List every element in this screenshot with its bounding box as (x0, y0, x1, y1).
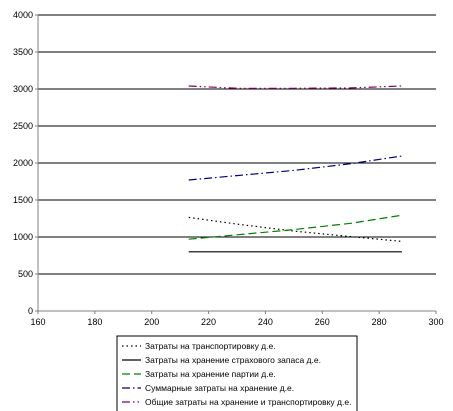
y-tick-label: 3500 (13, 47, 33, 57)
y-tick-label: 500 (18, 269, 33, 279)
x-tick-label: 280 (372, 317, 387, 327)
y-tick-label: 2000 (13, 158, 33, 168)
series-line-5 (188, 85, 402, 89)
x-tick-label: 200 (144, 317, 159, 327)
y-tick-label: 0 (28, 306, 33, 316)
y-tick-label: 2500 (13, 121, 33, 131)
legend-label-5: Общие затраты на хранение и транспортиро… (145, 397, 351, 407)
series-lines (188, 85, 402, 253)
y-tick-label: 1500 (13, 195, 33, 205)
x-tick-label: 180 (87, 317, 102, 327)
legend-box (116, 335, 358, 411)
y-tick-label: 1000 (13, 232, 33, 242)
legend-label-1: Затраты на транспортировку д.е. (145, 341, 276, 351)
y-tick-label: 3000 (13, 84, 33, 94)
legend: Затраты на транспортировку д.е. Затраты н… (116, 335, 358, 411)
legend-label-3: Затраты на хранение партии д.е. (145, 369, 276, 379)
legend-label-2: Затраты на хранение страхового запаса д.… (145, 355, 321, 365)
legend-label-4: Суммарные затраты на хранение д.е. (145, 383, 294, 393)
grid-lines (38, 14, 436, 275)
y-tick-label: 4000 (13, 10, 33, 20)
tick-labels: 0 500 1000 1500 2000 2500 3000 3500 4000 160 180 20… (13, 10, 444, 327)
series-line-1 (188, 216, 402, 242)
series-line-3 (188, 214, 402, 240)
x-tick-label: 160 (30, 317, 45, 327)
series-line-4 (188, 155, 402, 181)
x-tick-label: 300 (428, 317, 443, 327)
x-tick-label: 220 (201, 317, 216, 327)
x-tick-label: 260 (315, 317, 330, 327)
axes (35, 14, 437, 314)
x-tick-label: 240 (258, 317, 273, 327)
